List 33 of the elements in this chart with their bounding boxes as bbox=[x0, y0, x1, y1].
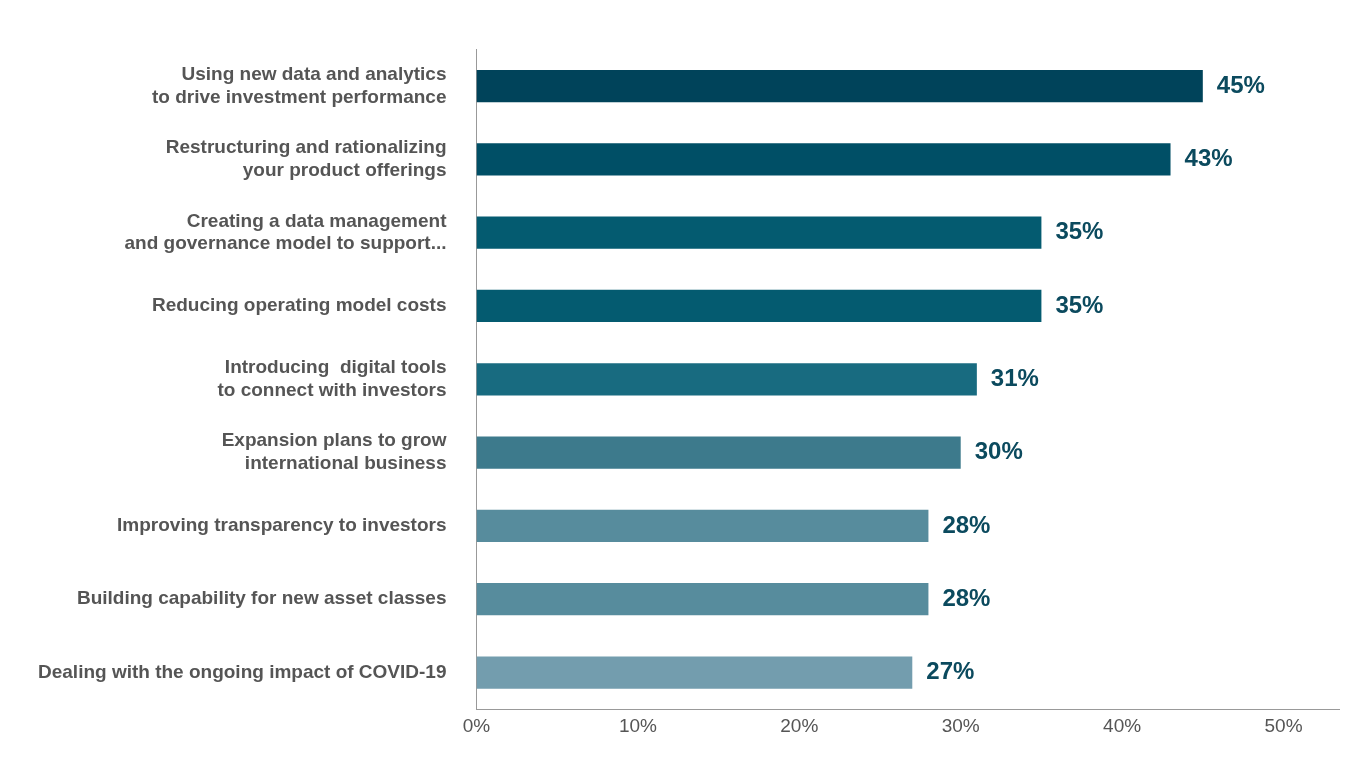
x-tick-label: 30% bbox=[941, 714, 980, 736]
y-tick-label: Dealing with the ongoing impact of COVID-19 bbox=[37, 660, 447, 682]
data-label: 28% bbox=[942, 583, 991, 611]
y-tick-label: Building capability for new asset classes bbox=[76, 587, 447, 609]
data-label: 27% bbox=[926, 657, 975, 685]
bar bbox=[476, 143, 1171, 176]
x-tick-label: 20% bbox=[780, 714, 819, 736]
x-tick-label: 10% bbox=[618, 714, 658, 736]
bar bbox=[476, 583, 929, 616]
x-tick-label: 40% bbox=[1103, 714, 1142, 736]
data-label: 28% bbox=[942, 510, 991, 538]
bar bbox=[476, 509, 929, 543]
bar bbox=[476, 363, 977, 396]
bar bbox=[476, 436, 961, 469]
bar bbox=[476, 216, 1042, 249]
x-tick-label: 0% bbox=[462, 714, 491, 736]
y-tick-label: Expansion plans to grow international business bbox=[221, 429, 447, 474]
x-tick-label: 50% bbox=[1264, 714, 1303, 736]
bar bbox=[476, 289, 1042, 323]
y-tick-label: Using new data and analytics to drive investment performance bbox=[151, 62, 447, 107]
data-label: 31% bbox=[990, 363, 1039, 391]
y-tick-label: Reducing operating model costs bbox=[151, 294, 447, 316]
y-tick-label: Restructuring and rationalizing your product offerings bbox=[165, 136, 447, 180]
data-label: 35% bbox=[1055, 217, 1104, 245]
data-label: 35% bbox=[1055, 290, 1104, 318]
data-label: 43% bbox=[1184, 143, 1233, 171]
bar bbox=[476, 656, 913, 689]
y-tick-label: Introducing digital tools to connect with investors bbox=[217, 356, 447, 400]
y-tick-label: Improving transparency to investors bbox=[117, 514, 447, 536]
bar bbox=[476, 69, 1203, 103]
data-label: 30% bbox=[974, 437, 1023, 465]
y-tick-label: Creating a data management and governance model to support... bbox=[124, 209, 448, 254]
data-label: 45% bbox=[1216, 70, 1265, 98]
